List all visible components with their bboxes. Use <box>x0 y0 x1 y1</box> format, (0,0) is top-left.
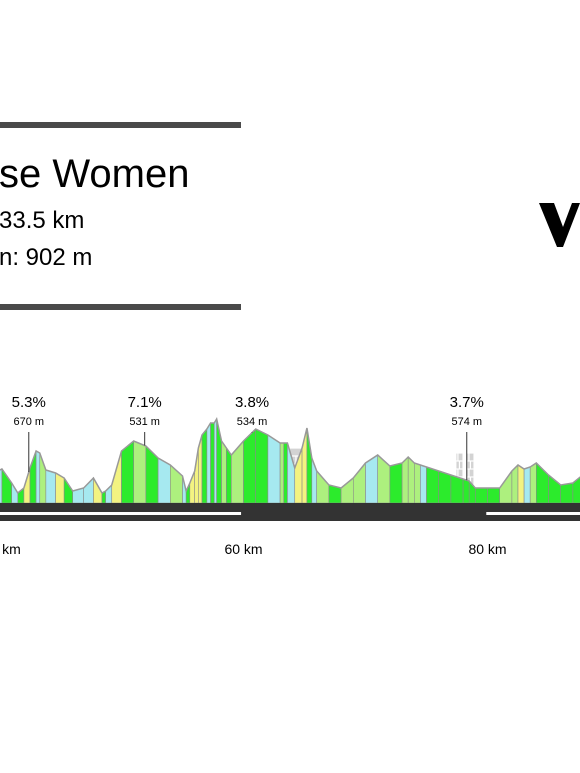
profile-segment <box>201 428 208 504</box>
profile-segment <box>206 421 211 504</box>
header-rule-bottom <box>0 304 241 310</box>
profile-segment <box>35 450 41 504</box>
profile-segment <box>517 464 525 504</box>
profile-segment <box>267 434 281 504</box>
x-tick-label: 80 km <box>468 541 506 557</box>
profile-segment <box>210 422 215 504</box>
profile-segment <box>450 474 464 504</box>
profile-segment <box>413 462 421 504</box>
profile-segment <box>426 466 440 504</box>
x-tick-label: 60 km <box>224 541 262 557</box>
profile-segment <box>279 442 285 504</box>
profile-segment <box>11 481 19 504</box>
profile-segment <box>487 487 501 504</box>
race-elevation-gain: n: 902 m <box>0 244 93 271</box>
profile-segment <box>401 456 409 504</box>
profile-segment <box>45 469 56 504</box>
climb-altitude-label: 534 m <box>237 416 268 428</box>
stage-profile-chart: 5.3% 670 m 7.1% 531 m 3.8% 534 m 3.7% 574 m km 6… <box>0 394 580 557</box>
race-distance: 33.5 km <box>0 207 85 234</box>
profile-segment <box>145 445 159 504</box>
profile-segment <box>63 476 73 504</box>
profile-segment <box>213 417 217 504</box>
profile-segment <box>1 468 12 504</box>
climb-gradient-label: 7.1% <box>128 394 162 411</box>
profile-segment <box>255 428 269 504</box>
profile-segment <box>377 454 391 504</box>
header-rule-top <box>0 122 241 128</box>
velo-v-logo-icon <box>539 203 580 247</box>
climb-gradient-label: 3.8% <box>235 394 269 411</box>
climb-altitude-label: 574 m <box>451 416 482 428</box>
profile-segment <box>462 478 470 504</box>
profile-segment <box>420 464 427 504</box>
profile-segment <box>231 440 244 504</box>
race-title: se Women <box>0 152 190 196</box>
road-stripe <box>0 512 242 515</box>
road-band <box>0 503 580 521</box>
profile-segment <box>389 462 403 504</box>
profile-segment <box>407 456 415 504</box>
profile-segment <box>572 476 580 504</box>
profile-segment <box>283 442 288 504</box>
road-stripe <box>486 512 580 515</box>
profile-outline <box>0 417 580 495</box>
profile-segment <box>226 447 232 504</box>
profile-segment <box>529 462 537 504</box>
climb-gradient-label: 3.7% <box>450 394 484 411</box>
profile-segment <box>560 482 574 504</box>
climb-altitude-label: 531 m <box>129 416 160 428</box>
climb-altitude-label: 670 m <box>13 416 44 428</box>
profile-segment <box>523 466 531 504</box>
profile-segment <box>352 462 366 504</box>
x-tick-label: km <box>2 541 21 557</box>
profile-segment <box>499 470 513 504</box>
profile-segment <box>474 487 488 504</box>
profile-segment <box>133 440 147 504</box>
profile-segment <box>316 470 330 504</box>
profile-segment <box>438 470 452 504</box>
profile-segment <box>340 477 354 504</box>
climb-gradient-label: 5.3% <box>12 394 46 411</box>
profile-segment <box>221 440 227 504</box>
profile-segment <box>83 477 94 504</box>
